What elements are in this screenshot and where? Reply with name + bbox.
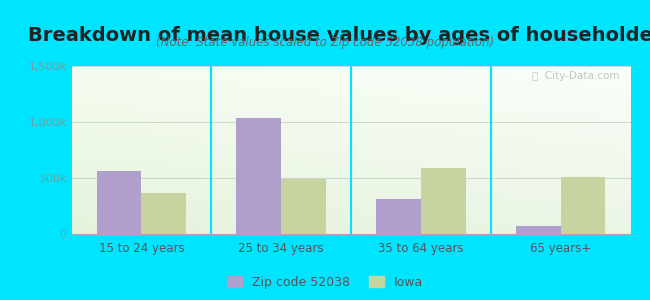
Text: (Note: State values scaled to Zip code 52038 population): (Note: State values scaled to Zip code 5… bbox=[156, 36, 494, 49]
Bar bbox=[421, 168, 465, 234]
Bar bbox=[560, 177, 605, 234]
Bar bbox=[237, 118, 281, 234]
Bar bbox=[97, 171, 142, 234]
Title: Breakdown of mean house values by ages of householders: Breakdown of mean house values by ages o… bbox=[28, 26, 650, 45]
Bar bbox=[142, 193, 186, 234]
Text: ⓘ  City-Data.com: ⓘ City-Data.com bbox=[532, 71, 619, 81]
Legend: Zip code 52038, Iowa: Zip code 52038, Iowa bbox=[222, 271, 428, 294]
Bar bbox=[376, 199, 421, 234]
Bar bbox=[516, 226, 560, 234]
Bar bbox=[281, 179, 326, 234]
